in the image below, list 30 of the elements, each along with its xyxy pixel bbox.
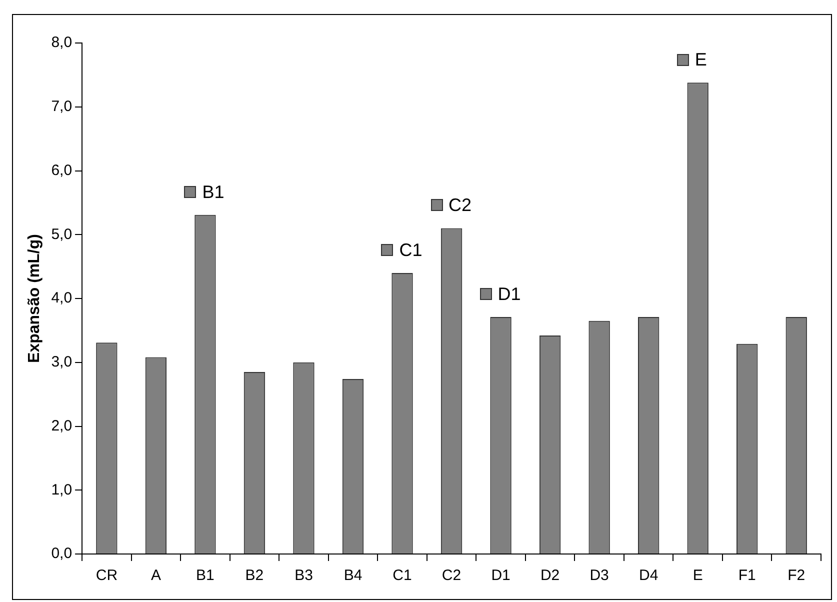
- x-tick-label: D2: [540, 567, 560, 584]
- x-tick-label: F2: [788, 567, 806, 584]
- x-tick-label: D1: [491, 567, 510, 584]
- x-tick-label: B3: [294, 567, 313, 584]
- y-tick-label: 6,0: [51, 162, 72, 179]
- x-tick-label: B2: [245, 567, 264, 584]
- y-tick-label: 1,0: [51, 481, 72, 498]
- x-tick-label: E: [692, 567, 703, 584]
- y-axis-title: Expansão (mL/g): [26, 234, 44, 363]
- x-tick-label: A: [150, 567, 161, 584]
- data-label: C2: [448, 195, 472, 216]
- y-tick-label: 0,0: [51, 545, 72, 562]
- data-label: D1: [498, 284, 521, 304]
- y-tick-label: 7,0: [51, 98, 72, 116]
- x-tick-label: B1: [196, 567, 214, 584]
- data-label: B1: [202, 182, 224, 202]
- y-tick-label: 5,0: [51, 226, 72, 243]
- data-label: E: [694, 50, 707, 70]
- y-tick-label: 2,0: [51, 417, 72, 434]
- x-tick-label: B4: [344, 567, 362, 584]
- y-tick-label: 3,0: [51, 354, 72, 371]
- y-tick-label: 4,0: [51, 290, 72, 307]
- x-tick-label: CR: [96, 567, 118, 584]
- x-tick-label: D4: [638, 567, 658, 584]
- x-tick-label: F1: [738, 567, 756, 584]
- x-tick-label: D3: [590, 567, 609, 584]
- y-tick-label: 8,0: [51, 34, 72, 52]
- x-tick-label: C2: [442, 567, 462, 584]
- x-tick-label: C1: [392, 567, 412, 584]
- data-label: C1: [399, 240, 422, 260]
